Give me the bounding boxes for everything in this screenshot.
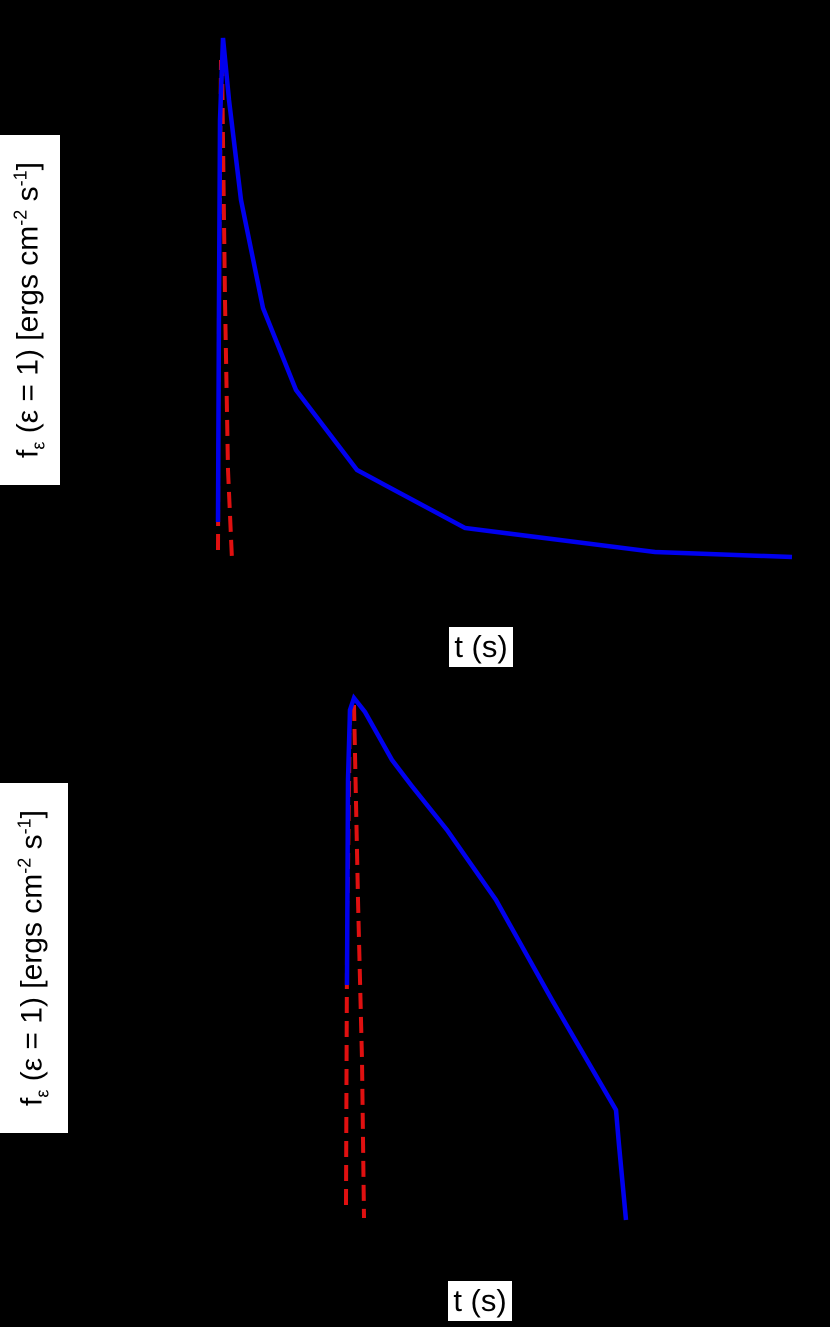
y-label-end: ]: [15, 809, 49, 819]
bottom-dashed-line-2: [352, 704, 366, 1219]
y-label-s: s: [15, 834, 49, 858]
y-label-sup2: -1: [14, 818, 35, 835]
y-label-f: f: [15, 1097, 49, 1107]
top-y-axis-label: fε (ε = 1) [ergs cm-2 s-1]: [0, 135, 60, 485]
y-label-sup1: -2: [14, 857, 35, 874]
y-label-sub: ε: [32, 1089, 53, 1098]
top-solid-line: [215, 37, 793, 560]
top-dashed-line-2: [220, 59, 234, 561]
bottom-y-axis-label: fε (ε = 1) [ergs cm-2 s-1]: [0, 783, 68, 1133]
y-label-mid: (ε = 1) [ergs cm: [15, 873, 49, 1090]
bottom-solid-line: [344, 693, 629, 1221]
top-x-axis-label: t (s): [449, 627, 513, 667]
top-plot-area: [215, 37, 793, 561]
bottom-x-axis-label: t (s): [448, 1281, 512, 1321]
top-plot-panel: fε (ε = 1) [ergs cm-2 s-1] t (s): [0, 37, 793, 667]
